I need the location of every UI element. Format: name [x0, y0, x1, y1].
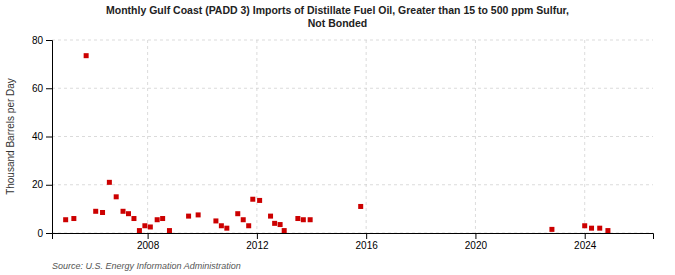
point	[142, 223, 147, 228]
points	[63, 53, 610, 233]
point	[93, 209, 98, 214]
y-axis: 0 20 40 60 80	[32, 35, 53, 239]
x-tick-label: 2008	[137, 240, 160, 251]
y-tick: 60	[32, 83, 52, 94]
point	[148, 224, 153, 229]
point	[605, 228, 610, 233]
point	[126, 211, 131, 216]
y-tick-mark	[46, 137, 52, 138]
chart: 2008 2012 2016 2020 2024 0 20 40 60 80 Monthly Gul…	[0, 0, 675, 275]
x-tick: 2012	[246, 233, 269, 251]
point	[219, 223, 224, 228]
x-tick-mark	[148, 233, 149, 239]
y-tick-mark	[46, 40, 52, 41]
point	[272, 221, 277, 226]
y-tick-label: 0	[37, 228, 43, 239]
x-tick: 2024	[574, 233, 597, 251]
point	[549, 227, 554, 232]
point	[246, 223, 251, 228]
point	[250, 197, 255, 202]
y-tick-mark	[46, 185, 52, 186]
point	[224, 226, 229, 231]
y-tick-mark	[46, 233, 52, 234]
point	[295, 216, 300, 221]
point	[358, 204, 363, 209]
x-grid-line	[366, 40, 367, 233]
grid	[52, 40, 653, 233]
y-tick-label: 80	[32, 35, 44, 46]
point	[107, 180, 112, 185]
y-grid-line	[52, 40, 653, 41]
point	[137, 228, 142, 233]
y-grid-line	[52, 136, 653, 137]
x-axis-line	[53, 234, 654, 240]
title-line: Not Bonded	[308, 17, 368, 29]
x-tick-mark	[257, 233, 258, 239]
point	[582, 223, 587, 228]
y-tick: 0	[37, 228, 52, 239]
y-tick-label: 40	[32, 131, 44, 142]
x-tick-mark	[366, 233, 367, 239]
x-grid-line	[147, 40, 148, 233]
point	[100, 210, 105, 215]
y-tick: 40	[32, 131, 52, 142]
y-tick: 80	[32, 35, 52, 46]
x-tick: 2020	[465, 233, 488, 251]
y-tick-label: 20	[32, 179, 44, 190]
x-tick-label: 2016	[356, 240, 379, 251]
y-grid-line	[52, 184, 653, 185]
point	[131, 216, 136, 221]
x-grid-line	[256, 40, 257, 233]
x-tick: 2008	[137, 233, 160, 251]
point	[308, 217, 313, 222]
y-grid-line	[52, 88, 653, 89]
point	[268, 214, 273, 219]
x-tick-label: 2012	[246, 240, 269, 251]
y-tick: 20	[32, 179, 52, 190]
annotation: Source: U.S. Energy Information Administ…	[52, 261, 241, 271]
point	[235, 211, 240, 216]
point	[196, 212, 201, 217]
point	[84, 53, 89, 58]
point	[114, 194, 119, 199]
y-axis-title: Thousand Barrels per Day	[5, 78, 16, 195]
x-tick-label: 2020	[465, 240, 488, 251]
x-tick: 2016	[356, 233, 379, 251]
point	[241, 217, 246, 222]
point	[282, 228, 287, 233]
point	[301, 217, 306, 222]
title: Monthly Gulf Coast (PADD 3) Imports of D…	[106, 4, 569, 29]
y-tick-mark	[46, 88, 52, 89]
point	[155, 217, 160, 222]
x-grid-line	[584, 40, 585, 233]
x-tick-mark	[475, 233, 476, 239]
point	[121, 209, 126, 214]
point	[278, 222, 283, 227]
point	[71, 216, 76, 221]
title-line: Monthly Gulf Coast (PADD 3) Imports of D…	[106, 4, 569, 16]
point	[167, 228, 172, 233]
x-tick-mark	[585, 233, 586, 239]
x-axis: 2008 2012 2016 2020 2024	[53, 233, 654, 251]
point	[257, 198, 262, 203]
x-tick-label: 2024	[574, 240, 597, 251]
y-tick-label: 60	[32, 83, 44, 94]
point	[160, 216, 165, 221]
point	[186, 214, 191, 219]
x-grid-line	[475, 40, 476, 233]
point	[589, 226, 594, 231]
point	[63, 217, 68, 222]
point	[597, 226, 602, 231]
point	[213, 218, 218, 223]
plot-area: 2008 2012 2016 2020 2024 0 20 40 60 80	[32, 35, 654, 251]
y-axis-line	[46, 41, 53, 234]
